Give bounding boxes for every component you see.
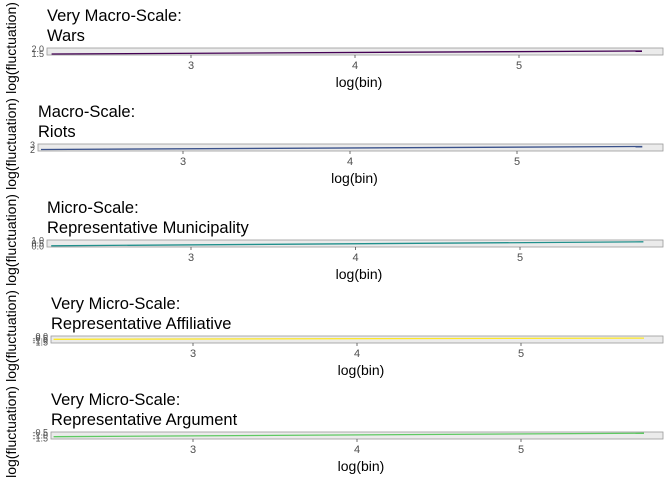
y-tick-label: 1.5 xyxy=(31,49,44,59)
x-axis-title: log(bin) xyxy=(336,74,383,90)
chart-title-line: Representative Argument xyxy=(51,411,238,429)
x-tick-label: 3 xyxy=(190,444,196,456)
x-tick-label: 4 xyxy=(352,60,358,72)
x-tick-label: 4 xyxy=(347,156,353,168)
chart-title: Macro-Scale: Riots xyxy=(38,103,135,141)
y-tick-label: 2 xyxy=(30,145,35,155)
x-tick-label: 5 xyxy=(514,156,520,168)
series-line-1 xyxy=(53,432,645,438)
y-tick-label: -1.0 xyxy=(32,336,48,346)
x-axis-title: log(bin) xyxy=(338,458,385,474)
chart-title-line: Micro-Scale: xyxy=(47,199,139,217)
y-tick-label: -0.5 xyxy=(32,428,48,438)
x-tick-label: 5 xyxy=(517,252,523,264)
x-tick-label: 4 xyxy=(354,348,360,360)
x-tick-label: 3 xyxy=(190,348,196,360)
y-tick-label: 2.0 xyxy=(31,44,44,54)
series-line-1 xyxy=(51,241,644,247)
x-axis-title: log(bin) xyxy=(336,266,383,282)
y-axis-title: log(fluctuation) xyxy=(3,2,19,94)
chart-title-line: Wars xyxy=(47,27,85,45)
x-tick-label: 5 xyxy=(516,60,522,72)
y-tick-label: 1.0 xyxy=(31,236,44,246)
x-tick-label: 3 xyxy=(188,60,194,72)
chart-title-line: Very Micro-Scale: xyxy=(51,391,180,409)
y-tick-label: -0.5 xyxy=(32,334,48,344)
chart-panel-3: Micro-Scale: Representative Municipality0… xyxy=(3,194,664,286)
chart-panel-5: Very Micro-Scale: Representative Argument… xyxy=(3,386,664,478)
y-axis-title: log(fluctuation) xyxy=(3,290,19,382)
x-tick-label: 3 xyxy=(188,252,194,264)
y-tick-label: 3 xyxy=(30,140,35,150)
chart-title: Very Macro-Scale: Wars xyxy=(47,7,182,45)
x-axis-title: log(bin) xyxy=(338,362,385,378)
x-axis-title: log(bin) xyxy=(331,170,378,186)
y-tick-label: 0.5 xyxy=(31,239,44,249)
y-axis-title: log(fluctuation) xyxy=(3,98,19,190)
x-tick-label: 5 xyxy=(518,444,524,456)
series-line-1 xyxy=(40,145,643,151)
y-axis-title: log(fluctuation) xyxy=(3,386,19,478)
chart-title: Micro-Scale: Representative Municipality xyxy=(47,199,250,237)
x-tick-label: 5 xyxy=(518,348,524,360)
chart-title-line: Macro-Scale: xyxy=(38,103,135,121)
series-line-1 xyxy=(53,337,645,340)
chart-title-line: Riots xyxy=(38,123,76,141)
y-axis-title: log(fluctuation) xyxy=(3,194,19,286)
x-tick-label: 4 xyxy=(354,444,360,456)
chart-title-line: Very Macro-Scale: xyxy=(47,7,182,25)
y-tick-label: -1.5 xyxy=(32,338,48,348)
x-tick-label: 3 xyxy=(180,156,186,168)
y-tick-label: -1.0 xyxy=(32,431,48,441)
chart-title-line: Very Micro-Scale: xyxy=(51,295,180,313)
chart-panel-4: Very Micro-Scale: Representative Affiliat… xyxy=(3,290,664,382)
series-line-1 xyxy=(51,50,643,55)
x-tick-label: 4 xyxy=(352,252,358,264)
y-tick-label: 0.0 xyxy=(31,241,44,251)
chart-title-line: Representative Municipality xyxy=(47,219,250,237)
chart-title-line: Representative Affiliative xyxy=(51,315,231,333)
y-tick-label: 0.0 xyxy=(35,331,48,341)
y-tick-label: -1.5 xyxy=(32,433,48,443)
chart-title: Very Micro-Scale: Representative Argument xyxy=(51,391,238,429)
chart-title: Very Micro-Scale: Representative Affiliat… xyxy=(51,295,231,333)
